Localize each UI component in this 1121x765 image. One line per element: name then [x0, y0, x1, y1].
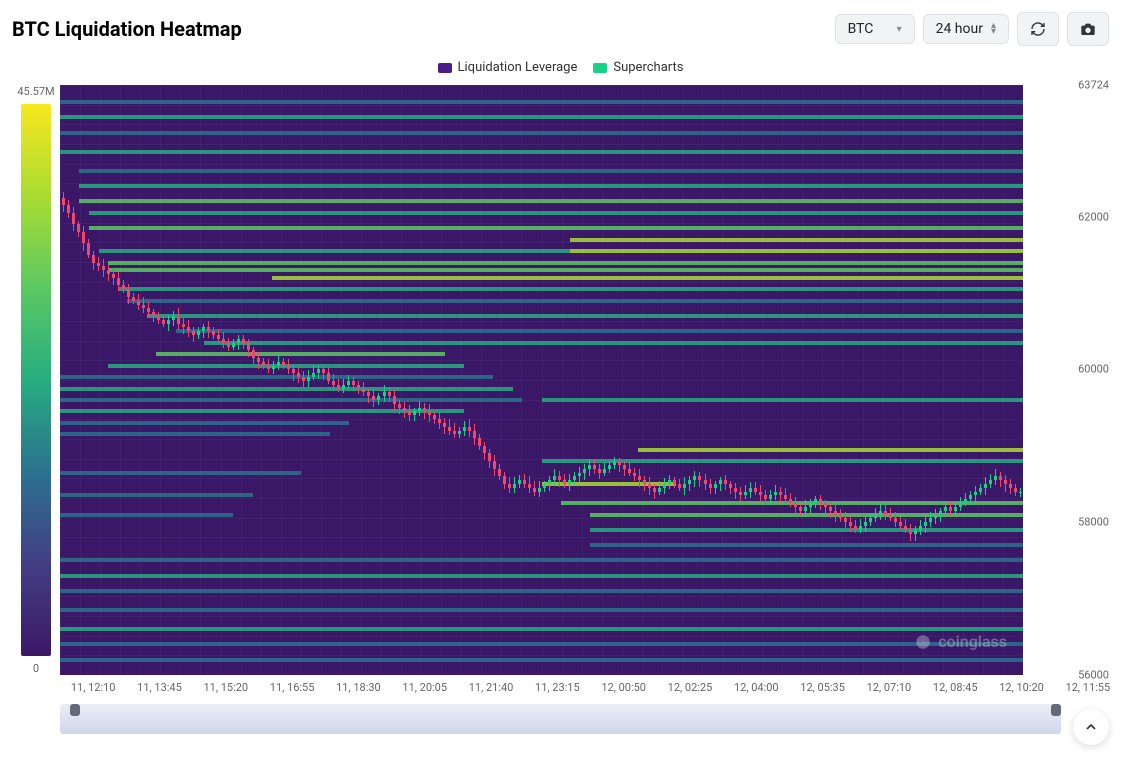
controls: BTC ▾ 24 hour ▴▾: [835, 12, 1109, 46]
chart-area: 45.57M 0 coinglass 637246200060000580005…: [0, 85, 1121, 675]
updown-icon: ▴▾: [991, 23, 996, 35]
scroll-top-button[interactable]: [1073, 709, 1109, 745]
legend-item-supercharts[interactable]: Supercharts: [593, 60, 683, 75]
brush-handle-right[interactable]: [1051, 704, 1061, 716]
legend-swatch: [593, 63, 607, 73]
timeframe-select[interactable]: 24 hour ▴▾: [923, 14, 1009, 44]
logo-icon: [914, 633, 932, 651]
watermark: coinglass: [914, 632, 1007, 651]
heatmap-canvas[interactable]: coinglass: [60, 85, 1023, 675]
legend-label: Liquidation Leverage: [458, 60, 578, 75]
timeframe-select-label: 24 hour: [936, 21, 983, 37]
refresh-icon: [1030, 21, 1046, 37]
asset-select-label: BTC: [848, 21, 874, 37]
colorbar: 45.57M 0: [12, 85, 60, 675]
y-axis: 6372462000600005800056000: [1059, 85, 1109, 675]
plot-area: coinglass: [60, 85, 1059, 675]
colorbar-min: 0: [33, 662, 39, 675]
brush-handle-left[interactable]: [70, 704, 80, 716]
asset-select[interactable]: BTC ▾: [835, 14, 915, 44]
page-title: BTC Liquidation Heatmap: [12, 17, 242, 41]
chevron-up-icon: [1083, 719, 1099, 735]
colorbar-max: 45.57M: [17, 85, 54, 98]
camera-icon: [1080, 21, 1096, 37]
screenshot-button[interactable]: [1067, 12, 1109, 46]
colorbar-gradient: [21, 104, 51, 656]
x-axis: 11, 12:1011, 13:4511, 15:2011, 16:5511, …: [0, 675, 1121, 694]
legend-swatch: [438, 63, 452, 73]
legend-label: Supercharts: [613, 60, 683, 75]
time-brush[interactable]: [60, 704, 1061, 734]
header: BTC Liquidation Heatmap BTC ▾ 24 hour ▴▾: [0, 0, 1121, 46]
chevron-down-icon: ▾: [897, 24, 902, 35]
refresh-button[interactable]: [1017, 12, 1059, 46]
legend: Liquidation Leverage Supercharts: [0, 46, 1121, 85]
legend-item-leverage[interactable]: Liquidation Leverage: [438, 60, 578, 75]
